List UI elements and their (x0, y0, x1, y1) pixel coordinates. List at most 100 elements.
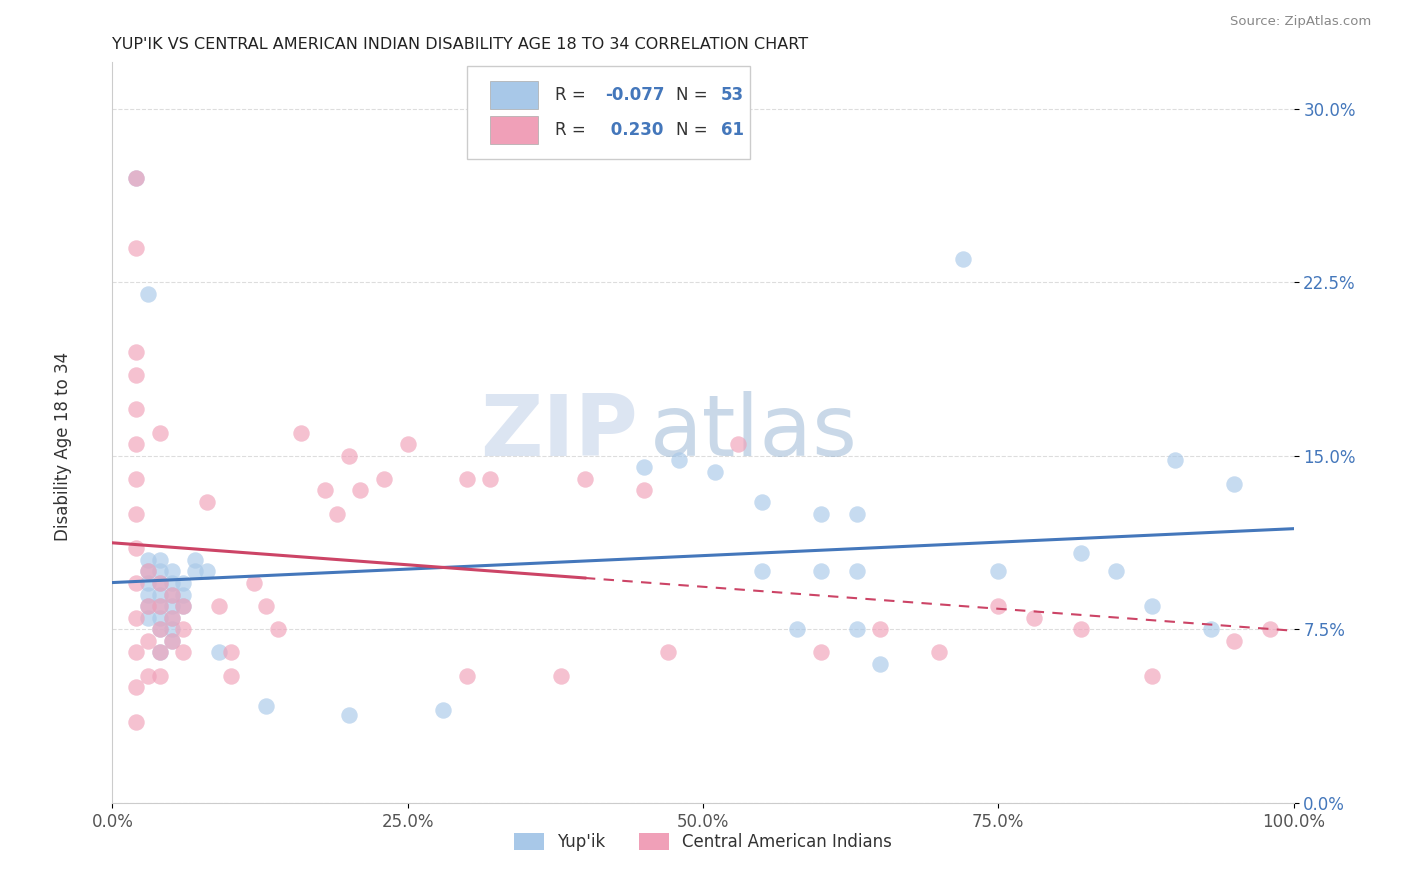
Point (172, 599, 194, 614)
Point (219, 668, 242, 682)
FancyBboxPatch shape (467, 66, 751, 159)
Point (1070, 622, 1092, 636)
Point (1223, 476, 1246, 491)
Point (337, 449, 360, 463)
Point (136, 599, 159, 614)
Point (125, 402, 148, 417)
Text: 61: 61 (721, 120, 744, 139)
Point (136, 286, 159, 301)
FancyBboxPatch shape (491, 116, 537, 144)
Point (869, 622, 891, 636)
Point (125, 507, 148, 521)
Point (136, 633, 159, 648)
Point (657, 645, 679, 659)
Point (125, 344, 148, 359)
Text: YUP'IK VS CENTRAL AMERICAN INDIAN DISABILITY AGE 18 TO 34 CORRELATION CHART: YUP'IK VS CENTRAL AMERICAN INDIAN DISABI… (112, 37, 808, 52)
Text: N =: N = (676, 86, 707, 104)
Point (160, 588, 183, 602)
Point (195, 565, 218, 579)
Point (987, 565, 1010, 579)
Point (149, 599, 172, 614)
Point (172, 599, 194, 614)
Point (349, 483, 371, 498)
Text: -0.077: -0.077 (605, 86, 665, 104)
Point (184, 553, 207, 567)
Point (160, 622, 183, 636)
Point (149, 668, 172, 682)
Point (149, 645, 172, 659)
Text: atlas: atlas (650, 391, 858, 475)
Point (160, 610, 183, 624)
Point (243, 576, 266, 591)
FancyBboxPatch shape (491, 81, 537, 109)
Point (786, 622, 808, 636)
Point (727, 437, 749, 451)
Point (254, 698, 277, 713)
Point (1070, 546, 1092, 560)
Point (136, 599, 159, 614)
Point (136, 576, 159, 591)
Point (290, 425, 312, 440)
Point (668, 453, 690, 467)
Point (845, 622, 868, 636)
Point (952, 252, 974, 266)
Text: 0.230: 0.230 (605, 120, 664, 139)
Point (136, 668, 159, 682)
Point (1105, 565, 1128, 579)
Point (149, 599, 172, 614)
Point (987, 599, 1010, 614)
Point (125, 576, 148, 591)
Point (149, 588, 172, 602)
Point (149, 576, 172, 591)
Point (160, 576, 183, 591)
Point (125, 171, 148, 186)
Point (125, 240, 148, 255)
Point (550, 668, 572, 682)
Point (149, 425, 172, 440)
Text: R =: R = (555, 120, 586, 139)
Text: Disability Age 18 to 34: Disability Age 18 to 34 (55, 351, 72, 541)
Point (160, 633, 183, 648)
Point (160, 610, 183, 624)
Point (136, 588, 159, 602)
Point (125, 472, 148, 486)
Point (810, 645, 832, 659)
Point (456, 472, 478, 486)
Point (195, 495, 218, 509)
Point (149, 553, 172, 567)
Point (1223, 633, 1246, 648)
Point (432, 703, 454, 717)
Point (633, 460, 655, 475)
Point (208, 645, 231, 659)
Point (125, 171, 148, 186)
Point (125, 680, 148, 694)
Point (326, 507, 349, 521)
Point (633, 483, 655, 498)
Point (149, 622, 172, 636)
Point (172, 645, 194, 659)
Point (254, 599, 277, 614)
Point (396, 437, 419, 451)
Point (928, 645, 950, 659)
Text: R =: R = (555, 86, 586, 104)
Point (751, 495, 773, 509)
Point (149, 565, 172, 579)
Point (373, 472, 395, 486)
Point (136, 565, 159, 579)
Point (845, 565, 868, 579)
Point (456, 668, 478, 682)
Point (125, 368, 148, 382)
Text: ZIP: ZIP (481, 391, 638, 475)
Legend: Yup'ik, Central American Indians: Yup'ik, Central American Indians (508, 826, 898, 857)
Point (149, 610, 172, 624)
Point (1140, 599, 1163, 614)
Point (1164, 453, 1187, 467)
Point (703, 465, 725, 479)
Point (314, 483, 336, 498)
Point (125, 714, 148, 729)
Point (149, 576, 172, 591)
Point (810, 507, 832, 521)
Point (751, 565, 773, 579)
Point (172, 576, 194, 591)
Point (184, 565, 207, 579)
